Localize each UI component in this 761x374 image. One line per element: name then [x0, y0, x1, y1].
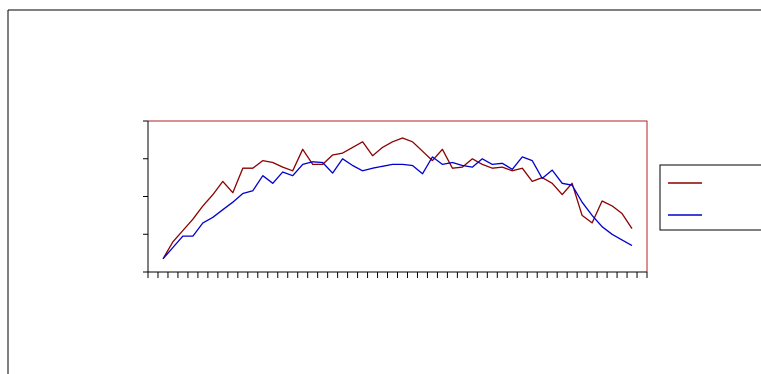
legend-box: [659, 164, 761, 231]
plot-area-border: [147, 120, 648, 273]
x-axis-ticks: [147, 272, 648, 278]
legend: [659, 164, 761, 231]
legend-items: [668, 182, 702, 216]
series-line-1: [162, 137, 633, 260]
y-axis-ticks: [143, 120, 148, 273]
series-line-2: [162, 156, 633, 260]
series-layer: [162, 137, 633, 260]
